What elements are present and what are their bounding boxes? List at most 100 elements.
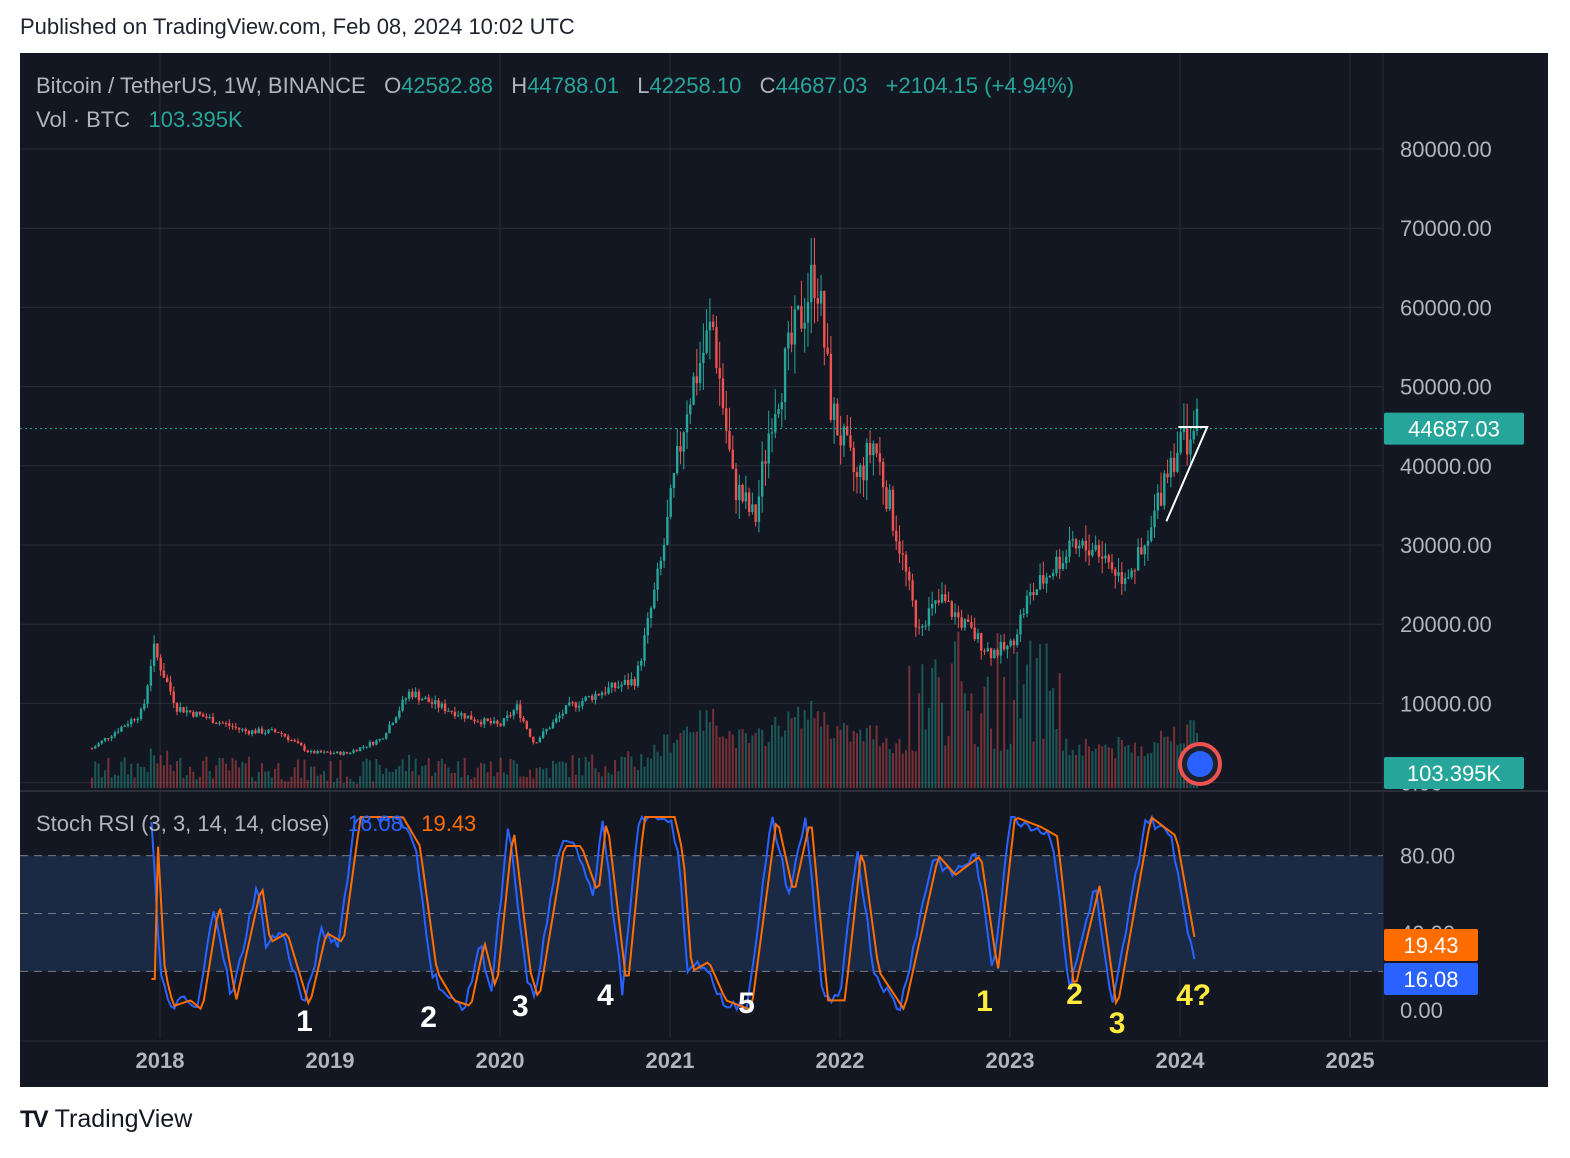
candle-body [895, 530, 898, 542]
volume-bar [1019, 718, 1022, 788]
volume-bar [440, 758, 443, 788]
candle-body [313, 751, 316, 754]
candle-body [473, 719, 476, 722]
volume-bar [705, 710, 708, 788]
volume-bar [313, 766, 316, 788]
candle-body [244, 729, 247, 732]
volume-bar [542, 769, 545, 788]
volume-bar [888, 749, 891, 788]
candle-body [934, 600, 937, 604]
candle-body [640, 660, 643, 666]
chart-canvas[interactable]: 80000.00 70000.00 60000.00 50000.00 40000.00… [20, 53, 1548, 1087]
volume-bar [1094, 748, 1097, 788]
volume-bar [990, 728, 993, 788]
volume-bar [202, 760, 205, 788]
volume-bar [234, 760, 237, 788]
candle-body [587, 695, 591, 697]
volume-bar [483, 763, 486, 788]
year-tick-label: 2021 [646, 1048, 695, 1073]
chart-panel[interactable]: 80000.00 70000.00 60000.00 50000.00 40000.00… [20, 53, 1548, 1087]
candle-body [1029, 592, 1032, 596]
candle-body [479, 721, 483, 725]
wave-label: 3 [1109, 1007, 1126, 1040]
volume-bar [326, 780, 329, 788]
volume-bar [1101, 746, 1104, 788]
volume-bar [793, 717, 796, 788]
volume-bar [970, 693, 973, 788]
candle-body [450, 710, 453, 712]
candle-body [865, 442, 869, 481]
volume-bar [267, 771, 270, 788]
candle-body [1136, 547, 1140, 571]
candle-body [234, 726, 238, 728]
candle-body [296, 741, 300, 743]
candle-body [1097, 545, 1101, 557]
volume-bar [849, 741, 852, 788]
volume-bar [777, 725, 780, 788]
candle-body [208, 717, 211, 719]
candle-body [1068, 540, 1071, 557]
volume-bar [247, 756, 250, 788]
volume-bar [983, 686, 986, 788]
volume-bar [395, 769, 398, 788]
candle-body [309, 751, 313, 753]
candle-body [845, 426, 849, 436]
candle-body [156, 643, 159, 658]
candle-body [241, 729, 244, 731]
candle-body [1042, 575, 1045, 584]
volume-bar [153, 755, 156, 788]
volume-bar [986, 676, 989, 788]
volume-bar [918, 693, 921, 788]
volume-bar [1091, 751, 1094, 788]
volume-bar [882, 742, 885, 788]
candle-body [381, 738, 385, 740]
price-tick-label: 10000.00 [1400, 691, 1492, 716]
candle-body [355, 750, 359, 752]
candle-body [806, 302, 810, 323]
volume-bar [349, 778, 352, 788]
volume-bar [895, 743, 898, 788]
candle-body [1038, 575, 1042, 590]
volume-bar [941, 702, 943, 788]
volume-bar [601, 776, 603, 788]
volume-bar [617, 771, 620, 788]
candle-body [1058, 556, 1061, 569]
candle-body [764, 461, 767, 464]
volume-bar [323, 771, 326, 788]
tradingview-logo-icon: TV [20, 1105, 49, 1133]
volume-bar [444, 763, 447, 788]
candle-body [103, 738, 107, 741]
candle-body [215, 723, 218, 725]
volume-bar [725, 738, 728, 788]
volume-bar [502, 772, 505, 788]
volume-bar [1081, 755, 1084, 788]
year-tick-label: 2018 [136, 1048, 185, 1073]
volume-bar [238, 767, 241, 788]
candle-body [94, 746, 97, 749]
candle-body [953, 612, 957, 617]
volume-bar [532, 778, 535, 788]
volume-bar [398, 765, 401, 788]
volume-bar [486, 772, 489, 788]
candle-body [100, 740, 104, 744]
candle-body [277, 731, 280, 733]
candle-body [378, 739, 381, 741]
candle-body [175, 702, 179, 712]
volume-bar [780, 736, 783, 788]
volume-bar [310, 766, 313, 788]
candle-body [254, 730, 257, 734]
volume-bar [512, 760, 515, 788]
volume-bar [493, 776, 496, 788]
candle-body [721, 378, 725, 409]
candle-body [1025, 595, 1029, 614]
candle-body [787, 332, 790, 349]
volume-bar [453, 772, 456, 788]
volume-bar [767, 741, 770, 788]
volume-bar [695, 731, 698, 788]
candle-body [182, 707, 185, 713]
candle-body [250, 730, 254, 734]
candle-body [558, 715, 561, 719]
candle-body [921, 625, 924, 628]
volume-bar [1120, 740, 1123, 788]
triangle-pattern [1165, 425, 1209, 522]
